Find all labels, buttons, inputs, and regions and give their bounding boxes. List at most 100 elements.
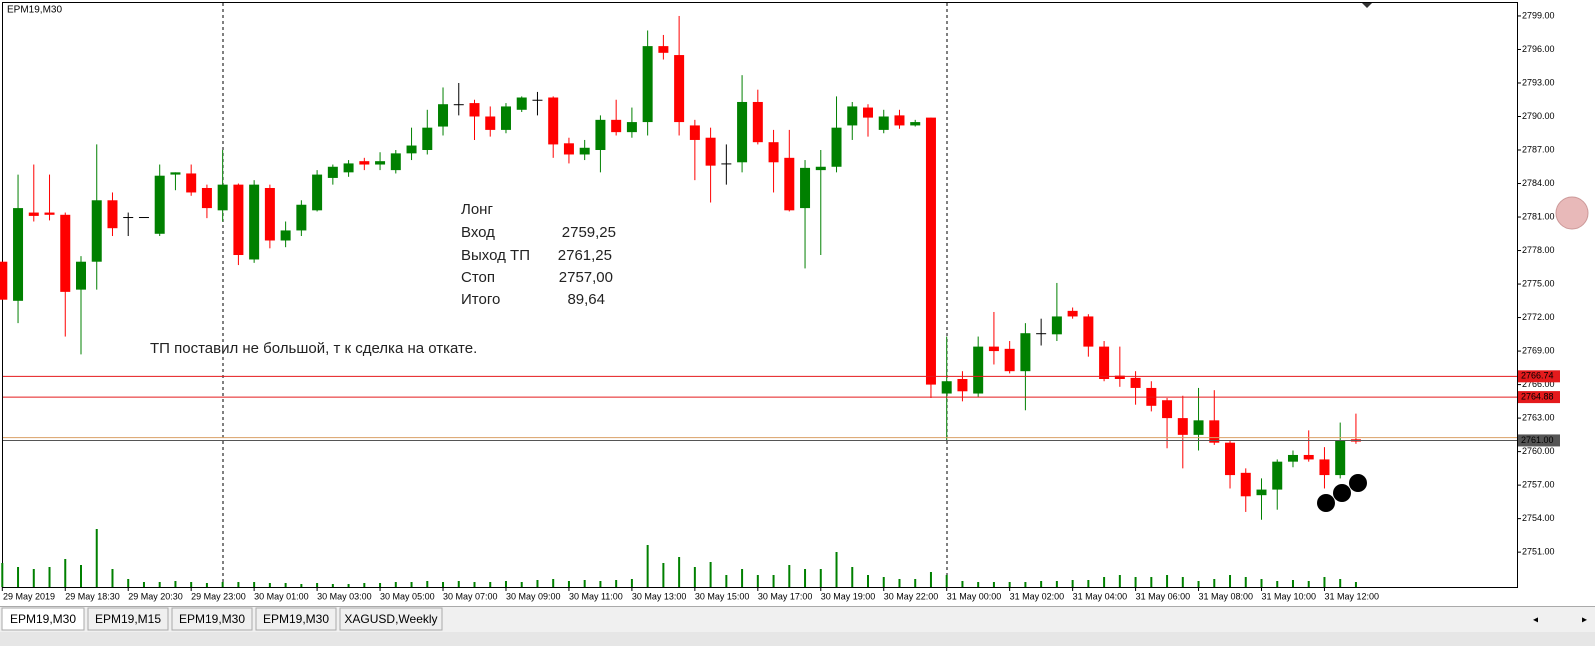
y-tick-label: 2799.00 [1522, 10, 1555, 20]
candle [548, 96, 559, 158]
candle-body [0, 261, 8, 300]
candle-body [249, 184, 260, 260]
tab[interactable] [171, 607, 253, 631]
candle [123, 212, 134, 237]
scroll-left[interactable]: ◂ [1533, 615, 1538, 626]
candle-body [186, 173, 197, 193]
tab[interactable] [1, 607, 85, 631]
candle-body [516, 97, 527, 110]
candle [595, 115, 606, 173]
candle-body [847, 106, 858, 126]
candle-body [1130, 377, 1141, 388]
candle-body [107, 200, 118, 229]
candle [249, 180, 260, 263]
y-tick-label: 2790.00 [1522, 111, 1555, 121]
tab-label[interactable]: EPM19,M30 [10, 612, 76, 626]
x-tick-label: 29 May 18:30 [65, 591, 120, 601]
candle-body [548, 97, 559, 145]
candle-body [91, 200, 102, 262]
candle-body [705, 137, 716, 166]
tab-label[interactable]: EPM19,M30 [263, 612, 329, 626]
x-tick-label: 30 May 01:00 [254, 591, 309, 601]
candle-body [1114, 375, 1125, 380]
candle [973, 336, 984, 397]
y-tick-label: 2772.00 [1522, 312, 1555, 322]
candle [406, 127, 417, 161]
candle-body [689, 125, 700, 140]
candle-body [1287, 454, 1298, 462]
candle [1067, 307, 1078, 319]
candle [154, 164, 165, 237]
candle-body [469, 103, 480, 117]
candle-body [438, 104, 449, 127]
tab-label[interactable]: XAGUSD,Weekly [344, 612, 437, 626]
candle [138, 217, 149, 219]
candle [894, 109, 905, 129]
candle [532, 91, 543, 116]
candle-body [752, 101, 763, 143]
annotation-label: Лонг [461, 201, 493, 218]
candle [1004, 341, 1015, 374]
tab[interactable] [339, 607, 443, 631]
tab[interactable] [255, 607, 337, 631]
candle [815, 150, 826, 256]
candle-body [390, 153, 401, 171]
candle [737, 75, 748, 173]
candle [863, 104, 873, 137]
candle [359, 157, 370, 171]
candle-body [1272, 461, 1283, 490]
candle-body [280, 230, 291, 241]
candle [1272, 459, 1283, 510]
candle-body [422, 127, 433, 151]
candle-body [170, 172, 181, 175]
tab-label[interactable]: EPM19,M30 [179, 612, 245, 626]
candle [910, 119, 921, 127]
candle [469, 99, 480, 140]
side-button[interactable] [1555, 196, 1589, 230]
candle [1114, 346, 1125, 387]
candle [60, 212, 71, 337]
candle-body [1256, 489, 1267, 496]
candle-body [642, 46, 653, 123]
candle-body [878, 116, 889, 130]
candle-body [76, 261, 86, 290]
y-tick-label: 2769.00 [1522, 345, 1555, 355]
candle-body [1051, 316, 1062, 335]
candle-body [579, 147, 590, 155]
candle [1303, 430, 1314, 462]
candle-body [910, 122, 921, 126]
candle-body [60, 214, 71, 292]
annotation-comment: ТП поставил не большой, т к сделка на от… [150, 340, 477, 357]
candle-body [658, 46, 669, 53]
y-tick-label: 2781.00 [1522, 211, 1555, 221]
candle-body [831, 127, 842, 167]
x-tick-label: 31 May 00:00 [947, 591, 1002, 601]
candle-body [800, 167, 811, 209]
candle-body [1004, 348, 1015, 372]
y-tick-label: 2766.00 [1522, 379, 1555, 389]
candle-body [327, 166, 338, 178]
candle [752, 89, 763, 145]
candle [1225, 440, 1236, 489]
candle [170, 172, 181, 191]
candle [1162, 397, 1173, 449]
scroll-right[interactable]: ▸ [1582, 615, 1587, 626]
candle [107, 192, 118, 237]
candle [705, 127, 716, 203]
candle [689, 119, 700, 181]
candle-body [941, 381, 952, 394]
candle-body [768, 142, 779, 163]
candle [233, 183, 244, 266]
candle [925, 117, 936, 398]
tab-label[interactable]: EPM19,M15 [95, 612, 161, 626]
annotation-label: Вход [461, 224, 495, 241]
tab[interactable] [87, 607, 169, 631]
candle [626, 107, 637, 138]
candle-body [1303, 454, 1314, 460]
candle [0, 261, 8, 300]
x-tick-label: 31 May 12:00 [1324, 591, 1379, 601]
candle-body [863, 107, 873, 118]
x-tick-label: 30 May 07:00 [443, 591, 498, 601]
